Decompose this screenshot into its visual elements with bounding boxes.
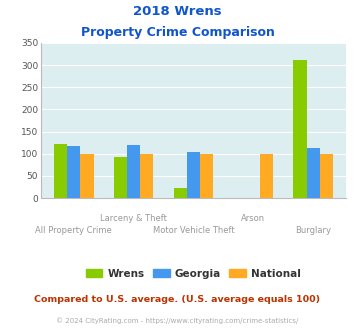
Text: Arson: Arson — [241, 214, 266, 222]
Text: Larceny & Theft: Larceny & Theft — [100, 214, 167, 222]
Bar — [67, 146, 80, 198]
Bar — [54, 144, 67, 198]
Text: Compared to U.S. average. (U.S. average equals 100): Compared to U.S. average. (U.S. average … — [34, 295, 321, 304]
Bar — [320, 154, 333, 198]
Bar — [174, 188, 187, 198]
Bar — [140, 154, 153, 198]
Text: Property Crime Comparison: Property Crime Comparison — [81, 26, 274, 39]
Bar — [114, 157, 127, 198]
Text: Motor Vehicle Theft: Motor Vehicle Theft — [153, 226, 234, 235]
Text: © 2024 CityRating.com - https://www.cityrating.com/crime-statistics/: © 2024 CityRating.com - https://www.city… — [56, 317, 299, 324]
Bar — [200, 154, 213, 198]
Bar — [80, 154, 93, 198]
Bar — [294, 60, 307, 198]
Text: All Property Crime: All Property Crime — [36, 226, 112, 235]
Bar — [127, 145, 140, 198]
Bar — [307, 148, 320, 198]
Text: 2018 Wrens: 2018 Wrens — [133, 5, 222, 18]
Text: Burglary: Burglary — [295, 226, 331, 235]
Bar — [187, 152, 200, 198]
Bar — [260, 154, 273, 198]
Legend: Wrens, Georgia, National: Wrens, Georgia, National — [82, 264, 305, 283]
